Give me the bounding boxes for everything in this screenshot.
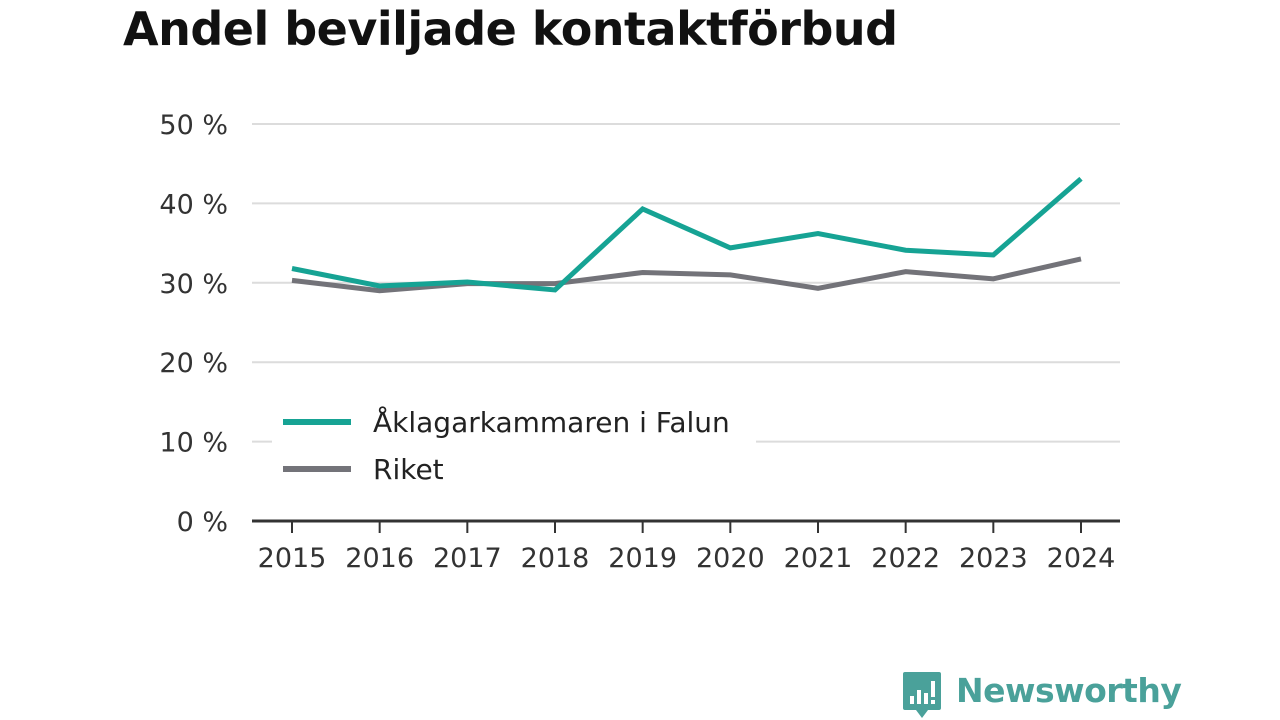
y-tick-label: 40 % xyxy=(159,189,228,220)
y-tick-label: 10 % xyxy=(159,428,228,459)
y-tick-label: 0 % xyxy=(177,507,228,538)
x-axis-tick-labels: 2015 2016 2017 2018 2019 2020 2021 2022 2023 2024 xyxy=(258,543,1116,574)
series-line xyxy=(291,256,1082,294)
x-tick-label: 2015 xyxy=(258,543,327,574)
legend-background xyxy=(272,398,756,494)
y-axis-tick-labels: 0 % 10 % 20 % 30 % 40 % 50 % xyxy=(159,110,228,538)
legend-label: Åklagarkammaren i Falun xyxy=(373,405,730,439)
y-tick-label: 30 % xyxy=(159,269,228,300)
x-tick-label: 2017 xyxy=(433,543,502,574)
x-tick-label: 2024 xyxy=(1047,543,1116,574)
legend-label: Riket xyxy=(373,453,444,486)
newsworthy-logo-icon xyxy=(903,672,941,718)
legend: Åklagarkammaren i Falun Riket xyxy=(272,398,756,494)
chart-title: Andel beviljade kontaktförbud xyxy=(123,2,898,56)
x-tick-label: 2018 xyxy=(521,543,590,574)
brand-logo: Newsworthy xyxy=(902,670,1182,720)
x-tick-label: 2020 xyxy=(696,543,765,574)
series-lines xyxy=(291,176,1083,294)
x-tick-label: 2021 xyxy=(784,543,853,574)
x-tick-label: 2023 xyxy=(959,543,1028,574)
series-line xyxy=(291,176,1083,293)
x-tick-label: 2016 xyxy=(345,543,414,574)
y-tick-label: 20 % xyxy=(159,348,228,379)
brand-name: Newsworthy xyxy=(956,670,1182,710)
y-tick-label: 50 % xyxy=(159,110,228,141)
x-tick-label: 2019 xyxy=(608,543,677,574)
x-axis xyxy=(252,519,1120,533)
x-tick-label: 2022 xyxy=(871,543,940,574)
gridlines xyxy=(252,123,1120,443)
